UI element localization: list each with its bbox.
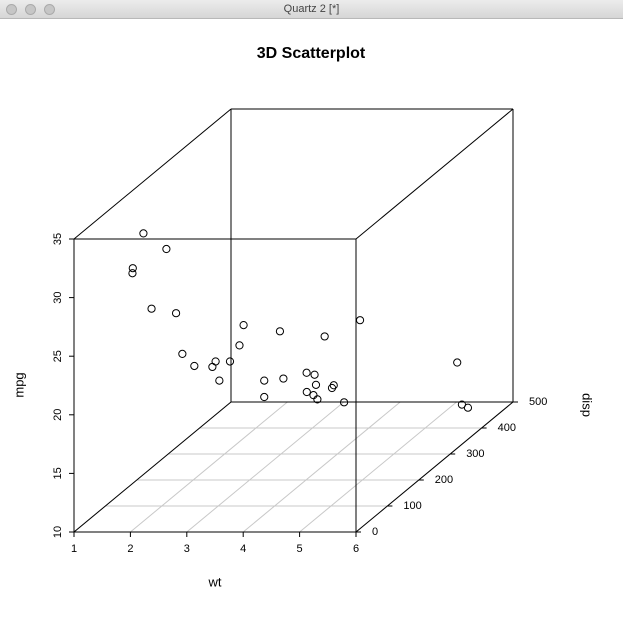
z-tick-label: 0 (372, 526, 378, 538)
point (302, 387, 311, 397)
point (453, 358, 462, 367)
x-tick-label: 5 (297, 543, 303, 555)
y-tick-label: 10 (52, 526, 64, 538)
title-bar: Quartz 2 [*] (0, 0, 623, 19)
chart-title: 3D Scatterplot (257, 45, 366, 62)
x-axis-label: wt (208, 574, 222, 589)
point (329, 381, 338, 390)
point (139, 229, 148, 238)
box-edge (73, 108, 232, 240)
box-edge (355, 108, 514, 240)
point (239, 320, 248, 330)
point (215, 376, 224, 385)
point (211, 357, 220, 366)
point (128, 269, 137, 278)
grid-line (299, 401, 457, 533)
grid-line (130, 401, 288, 533)
zoom-button[interactable] (44, 4, 55, 15)
point (190, 361, 199, 371)
point (208, 362, 217, 372)
point (311, 380, 321, 389)
z-tick-label: 400 (498, 422, 516, 434)
point (178, 349, 187, 359)
point (279, 374, 288, 383)
point (260, 376, 269, 385)
point (128, 264, 137, 273)
y-axis-label: mpg (11, 372, 26, 397)
close-button[interactable] (6, 4, 17, 15)
x-tick-label: 6 (353, 543, 359, 555)
z-tick-label: 100 (403, 500, 421, 512)
z-tick-label: 300 (466, 448, 484, 460)
y-tick-label: 25 (52, 350, 64, 362)
x-tick-label: 2 (127, 543, 133, 555)
point (260, 392, 269, 402)
x-tick-label: 4 (240, 543, 246, 555)
point (310, 370, 319, 379)
z-tick-label: 200 (435, 474, 453, 486)
x-tick-label: 3 (184, 543, 190, 555)
y-tick-label: 15 (52, 467, 64, 479)
point (463, 403, 473, 412)
grid-line (186, 401, 345, 533)
point (275, 327, 285, 336)
point (235, 341, 244, 350)
point (225, 357, 235, 366)
x-tick-label: 1 (71, 543, 77, 555)
minimize-button[interactable] (25, 4, 36, 15)
point (162, 244, 171, 254)
point (320, 332, 329, 341)
box-edge (355, 401, 514, 533)
point (355, 316, 365, 325)
grid-line (242, 401, 401, 533)
z-axis-label: disp (580, 393, 595, 417)
y-tick-label: 20 (52, 409, 64, 421)
y-tick-label: 35 (52, 233, 64, 245)
chart: 3D Scatterplot wt mpg disp 1 2 3 4 5 6 10 15 20 2… (11, 45, 595, 589)
z-tick-label: 500 (529, 396, 547, 408)
y-tick-label: 30 (52, 291, 64, 303)
window-title: Quartz 2 [*] (283, 3, 340, 15)
point (171, 309, 181, 318)
point (339, 398, 349, 407)
box-edge (73, 401, 232, 533)
point (147, 304, 156, 313)
point (302, 368, 311, 377)
point (309, 391, 318, 400)
